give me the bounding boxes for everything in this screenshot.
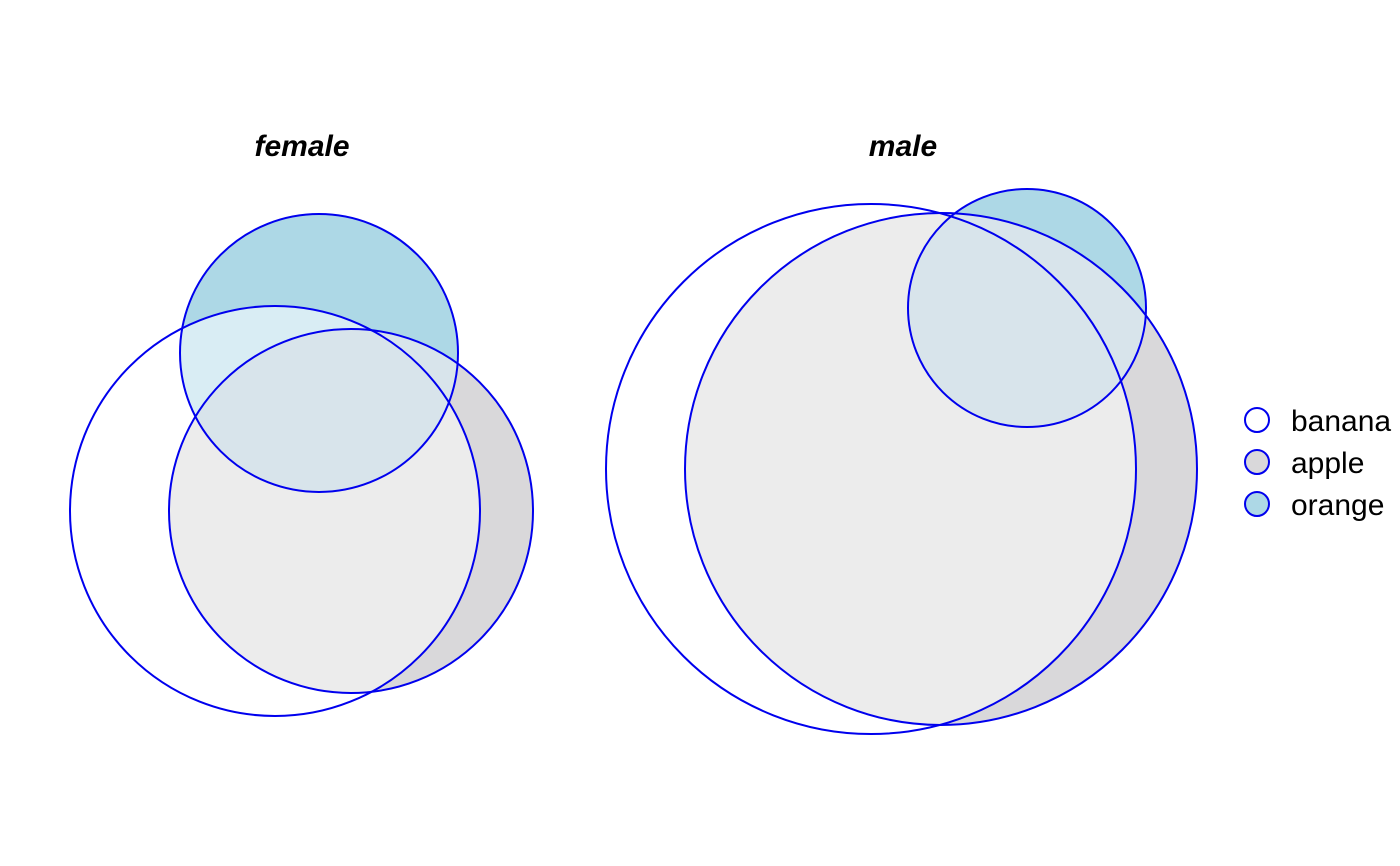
female-apple-orange-overlap bbox=[180, 329, 458, 492]
female-orange-circle bbox=[179, 213, 459, 493]
legend-item-orange: orange bbox=[1244, 489, 1384, 522]
legend-label-orange: orange bbox=[1291, 489, 1384, 522]
female-apple-circle bbox=[168, 328, 534, 694]
legend-label-apple: apple bbox=[1291, 447, 1364, 480]
panel-female: female bbox=[69, 130, 534, 717]
legend: banana apple orange bbox=[1244, 405, 1391, 522]
male-banana-circle bbox=[605, 203, 1137, 735]
legend-label-banana: banana bbox=[1291, 405, 1391, 438]
panel-male: male bbox=[605, 130, 1198, 735]
legend-key-orange bbox=[1244, 491, 1270, 517]
panel-title-female: female bbox=[254, 130, 349, 163]
legend-item-apple: apple bbox=[1244, 447, 1364, 480]
legend-item-banana: banana bbox=[1244, 405, 1391, 438]
legend-key-banana bbox=[1244, 407, 1270, 433]
female-banana-circle bbox=[69, 305, 481, 717]
male-orange-circle bbox=[907, 188, 1147, 428]
panel-title-male: male bbox=[869, 130, 937, 163]
legend-key-apple bbox=[1244, 449, 1270, 475]
male-apple-circle bbox=[684, 212, 1198, 726]
